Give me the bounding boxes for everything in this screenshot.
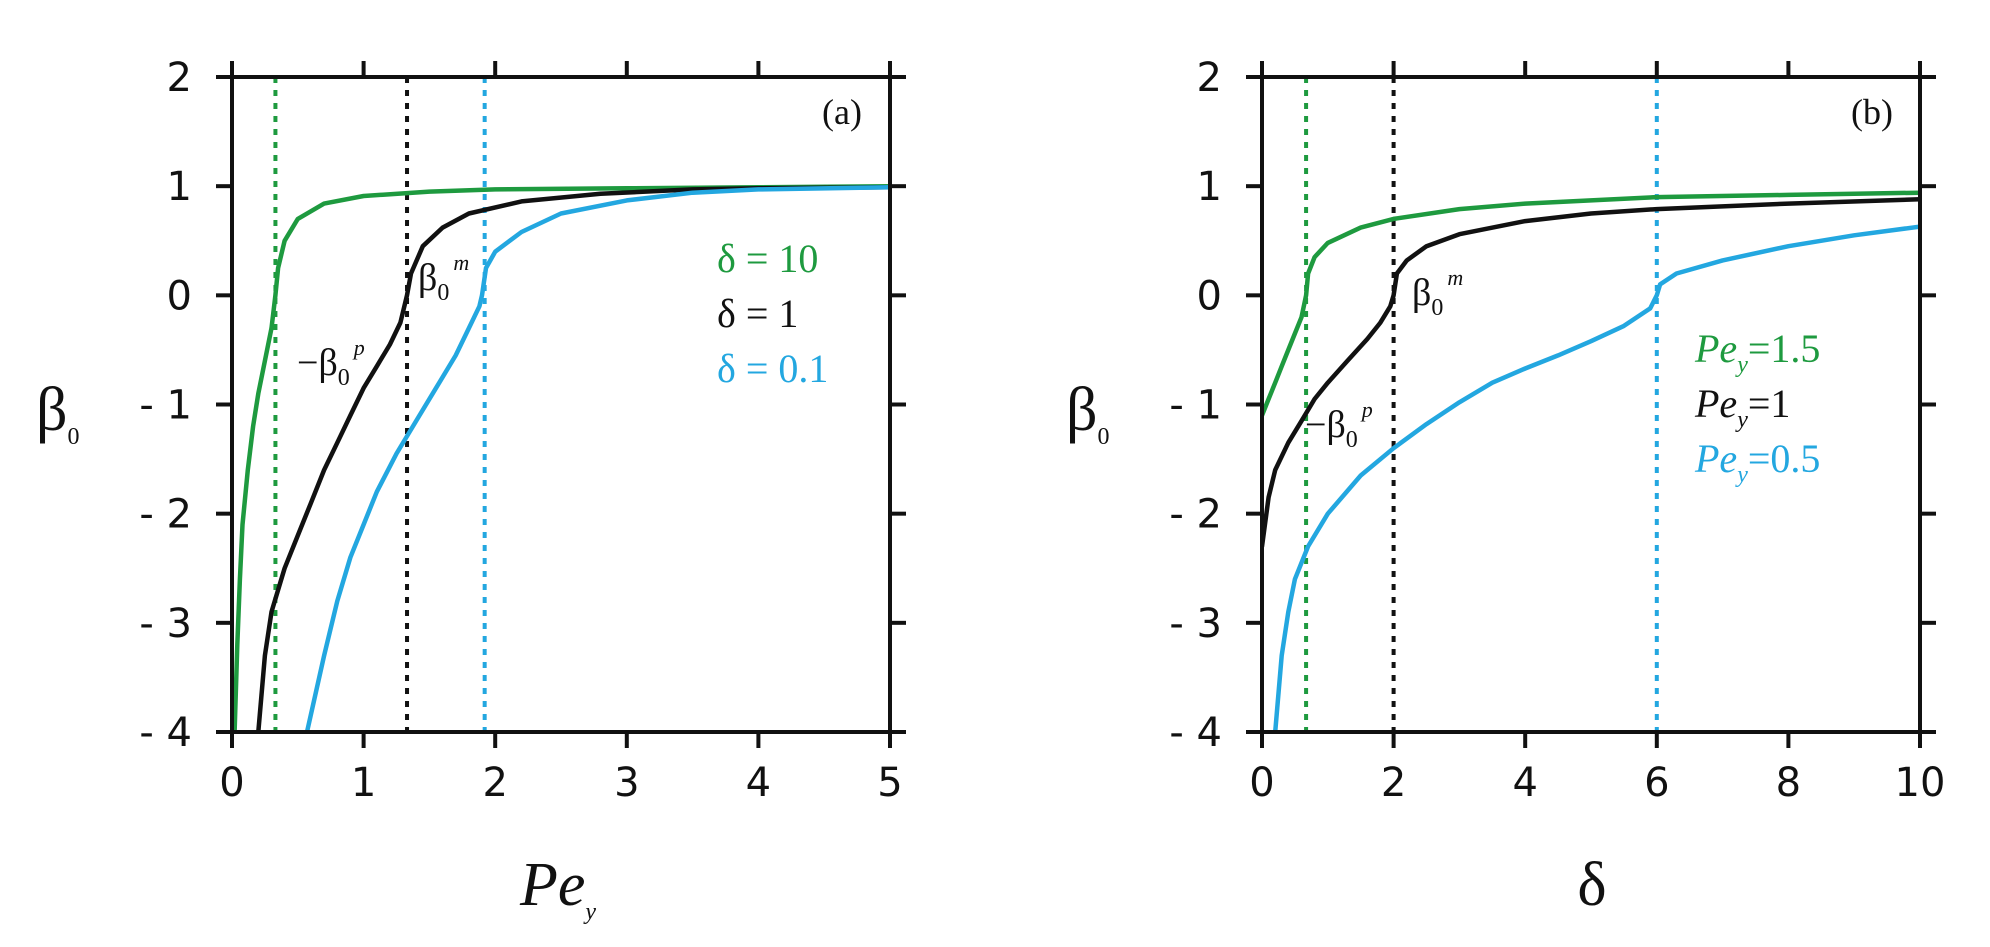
panel-a-ytick-label: - 3 (139, 601, 192, 647)
panel-a-xtick-label: 2 (482, 760, 507, 806)
panel-a-ytick-label: 0 (167, 273, 192, 319)
panel-a-ticks: 0 1 2 3 4 5 2 1 0 - 1 - 2 - 3 - 4 (139, 55, 906, 806)
panel-b-ytick-label: 2 (1197, 55, 1222, 101)
panel-a-legend-1: δ = 10 (717, 236, 818, 281)
panel-b-frame (1260, 75, 1922, 734)
panel-b-ytick-label: 1 (1197, 164, 1222, 210)
panel-b-xtick-label: 0 (1249, 760, 1274, 806)
panel-b-ytick-label: - 2 (1169, 492, 1222, 538)
panel-a-ytick-label: - 2 (139, 492, 192, 538)
panel-b-xtick-label: 6 (1644, 760, 1669, 806)
panel-b-annotation-beta-m: β0m (1412, 265, 1463, 321)
panel-a-xtick-label: 5 (877, 760, 902, 806)
panel-b-legend-1: Pey=1.5 (1694, 326, 1820, 378)
panel-b-xtick-label: 4 (1512, 760, 1537, 806)
panel-b-ytick-label: - 3 (1169, 601, 1222, 647)
panel-b-plot-area (1262, 77, 1920, 732)
panel-b-legend-3: Pey=0.5 (1694, 436, 1820, 488)
panel-b-series-2 (1262, 197, 1920, 549)
panel-a-plot-area (232, 77, 890, 732)
panel-b-xtick-label: 10 (1895, 760, 1946, 806)
panel-a-annotation-beta-p: −β0p (297, 335, 365, 391)
panel-a-legend-2: δ = 1 (717, 291, 798, 336)
panel-a-annotation-beta-m: β0m (418, 250, 469, 306)
panel-a-tag: (a) (822, 92, 862, 132)
panel-b-ytick-label: 0 (1197, 273, 1222, 319)
panel-a-ytick-label: - 1 (139, 383, 192, 429)
panel-a-xtick-label: 0 (219, 760, 244, 806)
panel-a-ytick-label: 1 (167, 164, 192, 210)
panel-a-xtick-label: 3 (614, 760, 639, 806)
panel-b-xlabel: δ (1577, 851, 1606, 919)
panel-a: 0 1 2 3 4 5 2 1 0 - 1 - 2 - 3 - 4 (a) Pey β0 δ = 10 … (36, 55, 906, 925)
panel-a-series-1 (232, 183, 890, 732)
panel-b-xtick-label: 8 (1776, 760, 1801, 806)
panel-a-ytick-label: - 4 (139, 710, 192, 756)
panel-a-xtick-label: 4 (746, 760, 771, 806)
panel-b-ytick-label: - 1 (1169, 383, 1222, 429)
panel-b-series-3 (1272, 224, 1920, 732)
panel-b-annotation-beta-p: −β0p (1305, 397, 1373, 453)
panel-a-xlabel: Pey (519, 851, 596, 925)
panel-a-series-3 (304, 185, 890, 732)
panel-b-tag: (b) (1851, 92, 1893, 132)
panel-a-ytick-label: 2 (167, 55, 192, 101)
panel-a-ylabel: β0 (36, 376, 80, 450)
panel-a-series-2 (256, 185, 890, 732)
panel-b-xtick-label: 2 (1381, 760, 1406, 806)
panel-b-legend-2: Pey=1 (1694, 381, 1790, 433)
panel-b-ylabel: β0 (1066, 376, 1110, 450)
panel-b-ytick-label: - 4 (1169, 710, 1222, 756)
panel-b-series-1 (1262, 190, 1920, 418)
panel-a-legend-3: δ = 0.1 (717, 346, 828, 391)
panel-a-xtick-label: 1 (351, 760, 376, 806)
